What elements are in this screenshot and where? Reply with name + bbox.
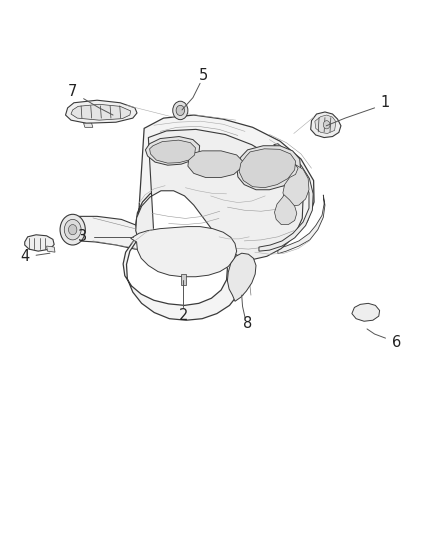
Text: 4: 4: [20, 249, 29, 264]
Text: 8: 8: [243, 316, 252, 332]
Text: 6: 6: [392, 335, 401, 350]
Polygon shape: [239, 149, 296, 188]
Polygon shape: [46, 246, 55, 252]
Text: 1: 1: [381, 95, 390, 110]
Polygon shape: [237, 146, 300, 190]
Text: 5: 5: [198, 68, 208, 83]
Polygon shape: [136, 130, 303, 260]
Circle shape: [68, 224, 77, 235]
Polygon shape: [275, 195, 297, 224]
Text: 7: 7: [68, 84, 78, 99]
Polygon shape: [259, 144, 313, 251]
Polygon shape: [315, 115, 336, 133]
Polygon shape: [131, 227, 237, 277]
Polygon shape: [283, 164, 309, 206]
Circle shape: [60, 214, 85, 245]
Polygon shape: [84, 123, 93, 127]
Text: 3: 3: [78, 229, 87, 244]
Circle shape: [176, 106, 184, 116]
Polygon shape: [181, 273, 186, 285]
Polygon shape: [71, 104, 131, 120]
Polygon shape: [66, 216, 159, 250]
Polygon shape: [66, 100, 137, 123]
Circle shape: [323, 120, 330, 129]
Circle shape: [173, 101, 188, 119]
Polygon shape: [188, 151, 243, 177]
Polygon shape: [145, 136, 200, 165]
Polygon shape: [278, 195, 325, 254]
Polygon shape: [311, 112, 341, 138]
Text: 2: 2: [179, 308, 188, 322]
Polygon shape: [227, 253, 256, 301]
Circle shape: [64, 220, 81, 240]
Polygon shape: [25, 235, 54, 251]
Polygon shape: [123, 115, 314, 320]
Polygon shape: [150, 140, 195, 163]
Polygon shape: [352, 303, 380, 321]
